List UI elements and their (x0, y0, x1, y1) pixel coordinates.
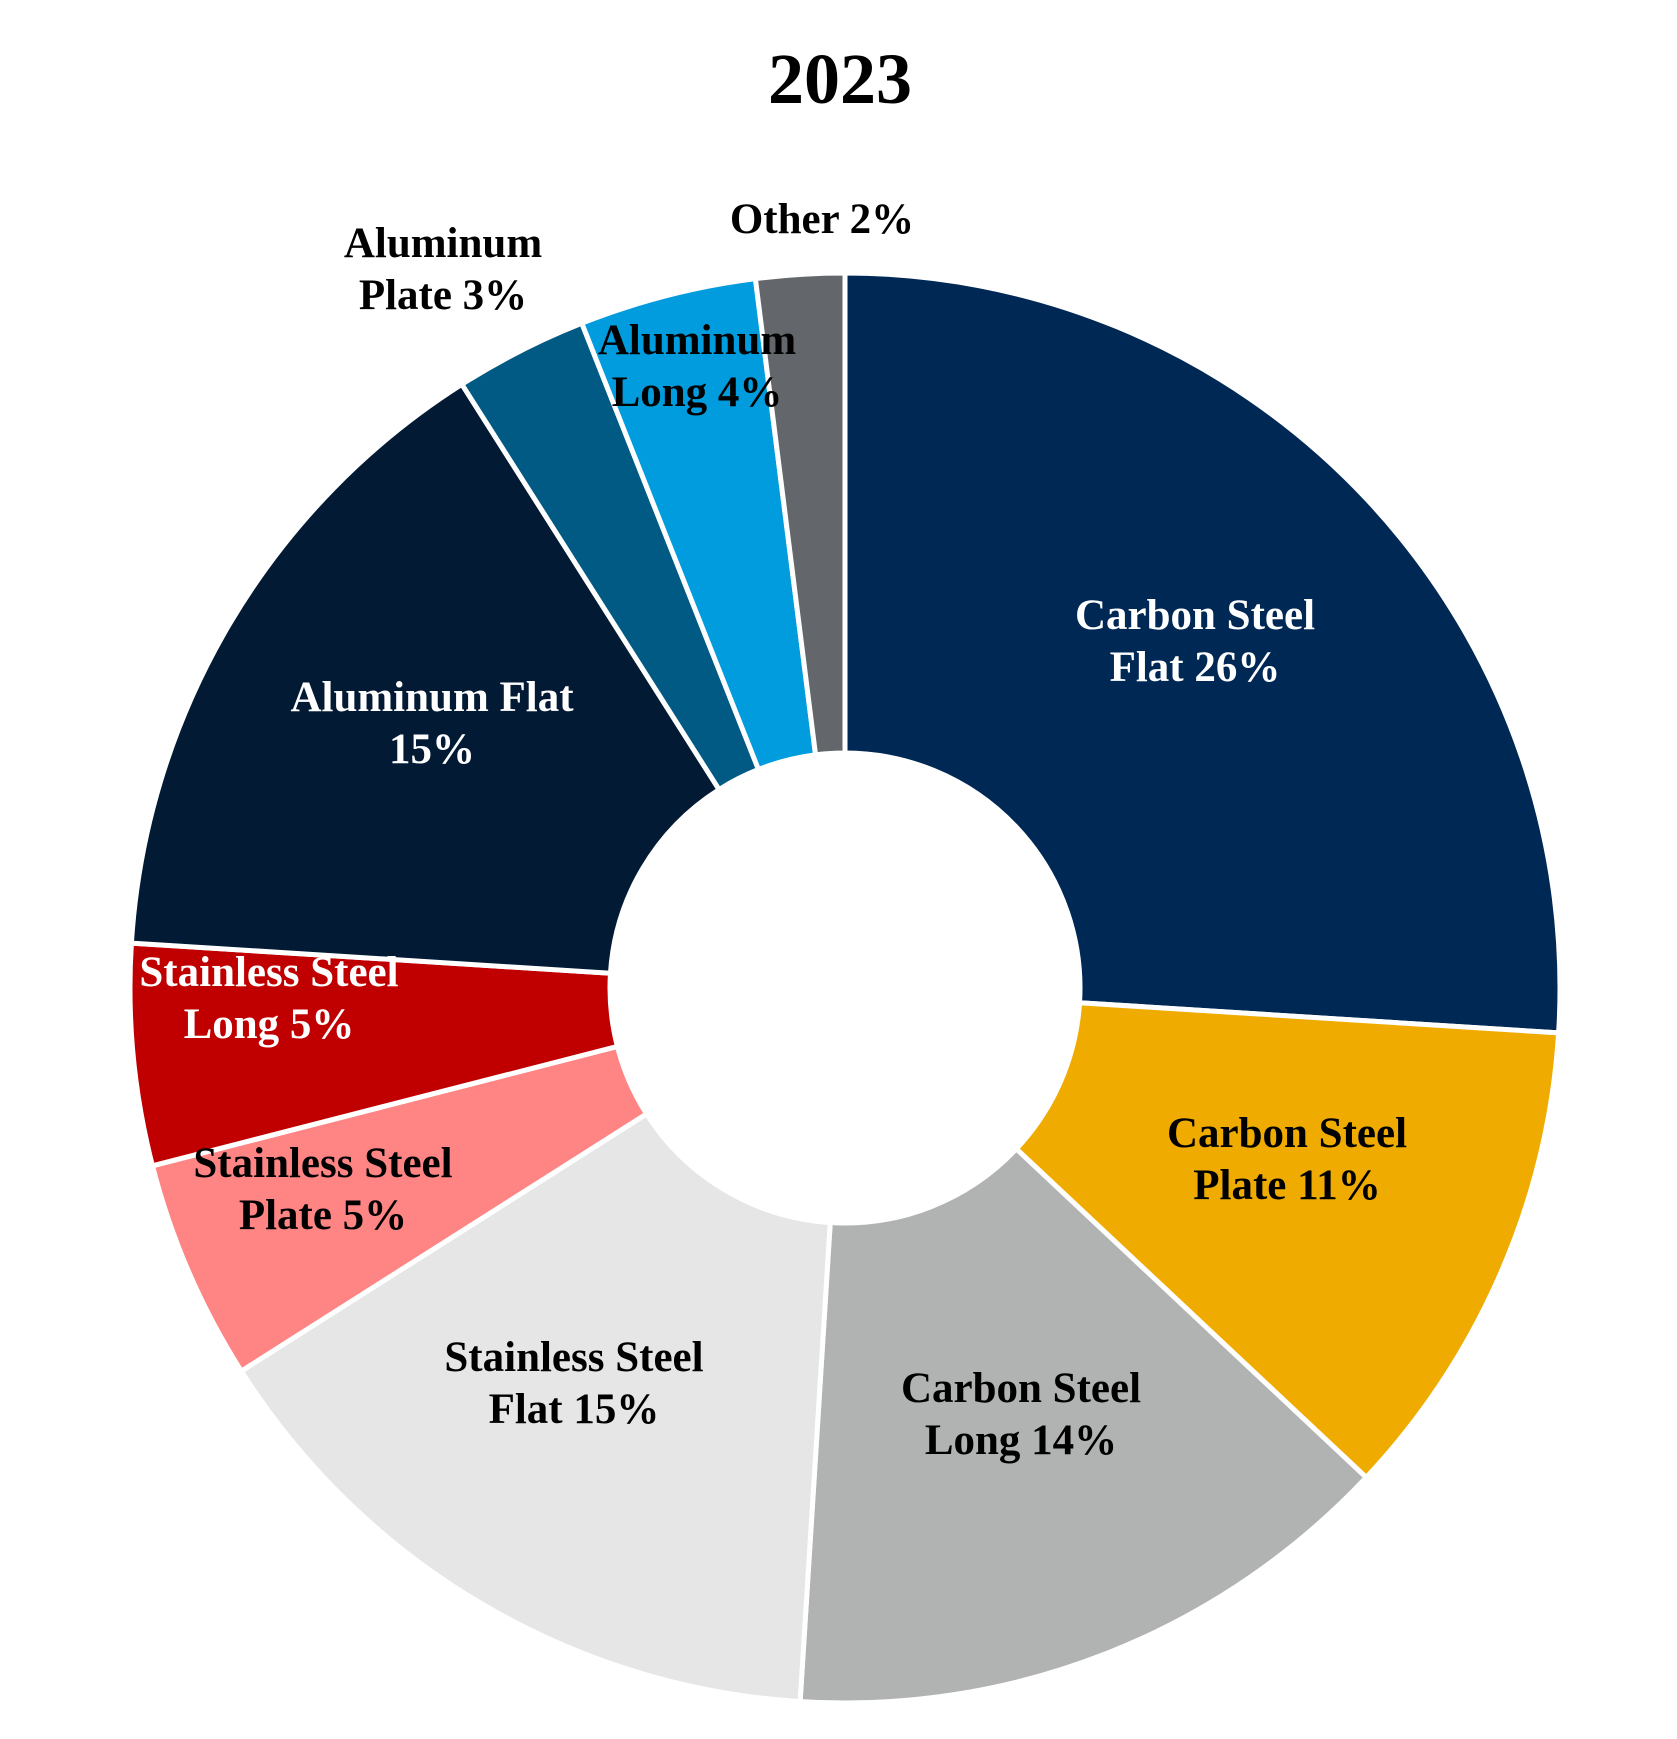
label-line: Aluminum Flat (290, 674, 574, 721)
slice-other (752, 270, 848, 758)
label-line: Stainless Steel (193, 1140, 452, 1187)
slices-group (127, 270, 1563, 1706)
label-line: Long 4% (612, 369, 783, 416)
label-other: Other 2% (730, 196, 914, 243)
label-line: Plate 5% (239, 1192, 407, 1239)
label-line: Flat 26% (1110, 644, 1281, 691)
slice-stainless-steel-flat (237, 1110, 833, 1705)
label-line: Long 14% (925, 1417, 1117, 1464)
slice-stainless-steel-plate (149, 1043, 651, 1375)
label-line: Aluminum (344, 220, 543, 267)
label-line: Long 5% (184, 1001, 355, 1048)
labels-group: Carbon Steel Flat 26% Carbon Steel Plate 11… (139, 196, 1407, 1464)
slice-aluminum-flat (128, 380, 723, 976)
label-line: Plate 3% (359, 272, 527, 319)
chart-title: 2023 (768, 39, 912, 119)
label-line: Aluminum (598, 317, 797, 364)
label-line: Stainless Steel (444, 1334, 703, 1381)
label-line: Carbon Steel (901, 1365, 1141, 1412)
slice-carbon-steel-flat (842, 270, 1563, 1036)
label-line: Other 2% (730, 196, 914, 243)
label-stainless-steel-long: Stainless Steel Long 5% (139, 949, 398, 1048)
label-line: Flat 15% (489, 1386, 660, 1433)
label-stainless-steel-flat: Stainless Steel Flat 15% (444, 1334, 703, 1433)
slice-carbon-steel-long (797, 1145, 1370, 1706)
label-carbon-steel-plate: Carbon Steel Plate 11% (1167, 1110, 1407, 1209)
label-aluminum-plate: Aluminum Plate 3% (344, 220, 543, 319)
label-line: 15% (389, 726, 475, 773)
label-line: Carbon Steel (1167, 1110, 1407, 1157)
slice-stainless-steel-long (127, 940, 621, 1169)
label-carbon-steel-long: Carbon Steel Long 14% (901, 1365, 1141, 1464)
label-aluminum-long: Aluminum Long 4% (598, 317, 797, 416)
label-aluminum-flat: Aluminum Flat 15% (290, 674, 574, 773)
label-line: Stainless Steel (139, 949, 398, 996)
label-carbon-steel-flat: Carbon Steel Flat 26% (1075, 592, 1315, 691)
label-line: Plate 11% (1193, 1162, 1381, 1209)
label-line: Carbon Steel (1075, 592, 1315, 639)
slice-carbon-steel-plate (1012, 1000, 1562, 1481)
label-stainless-steel-plate: Stainless Steel Plate 5% (193, 1140, 452, 1239)
